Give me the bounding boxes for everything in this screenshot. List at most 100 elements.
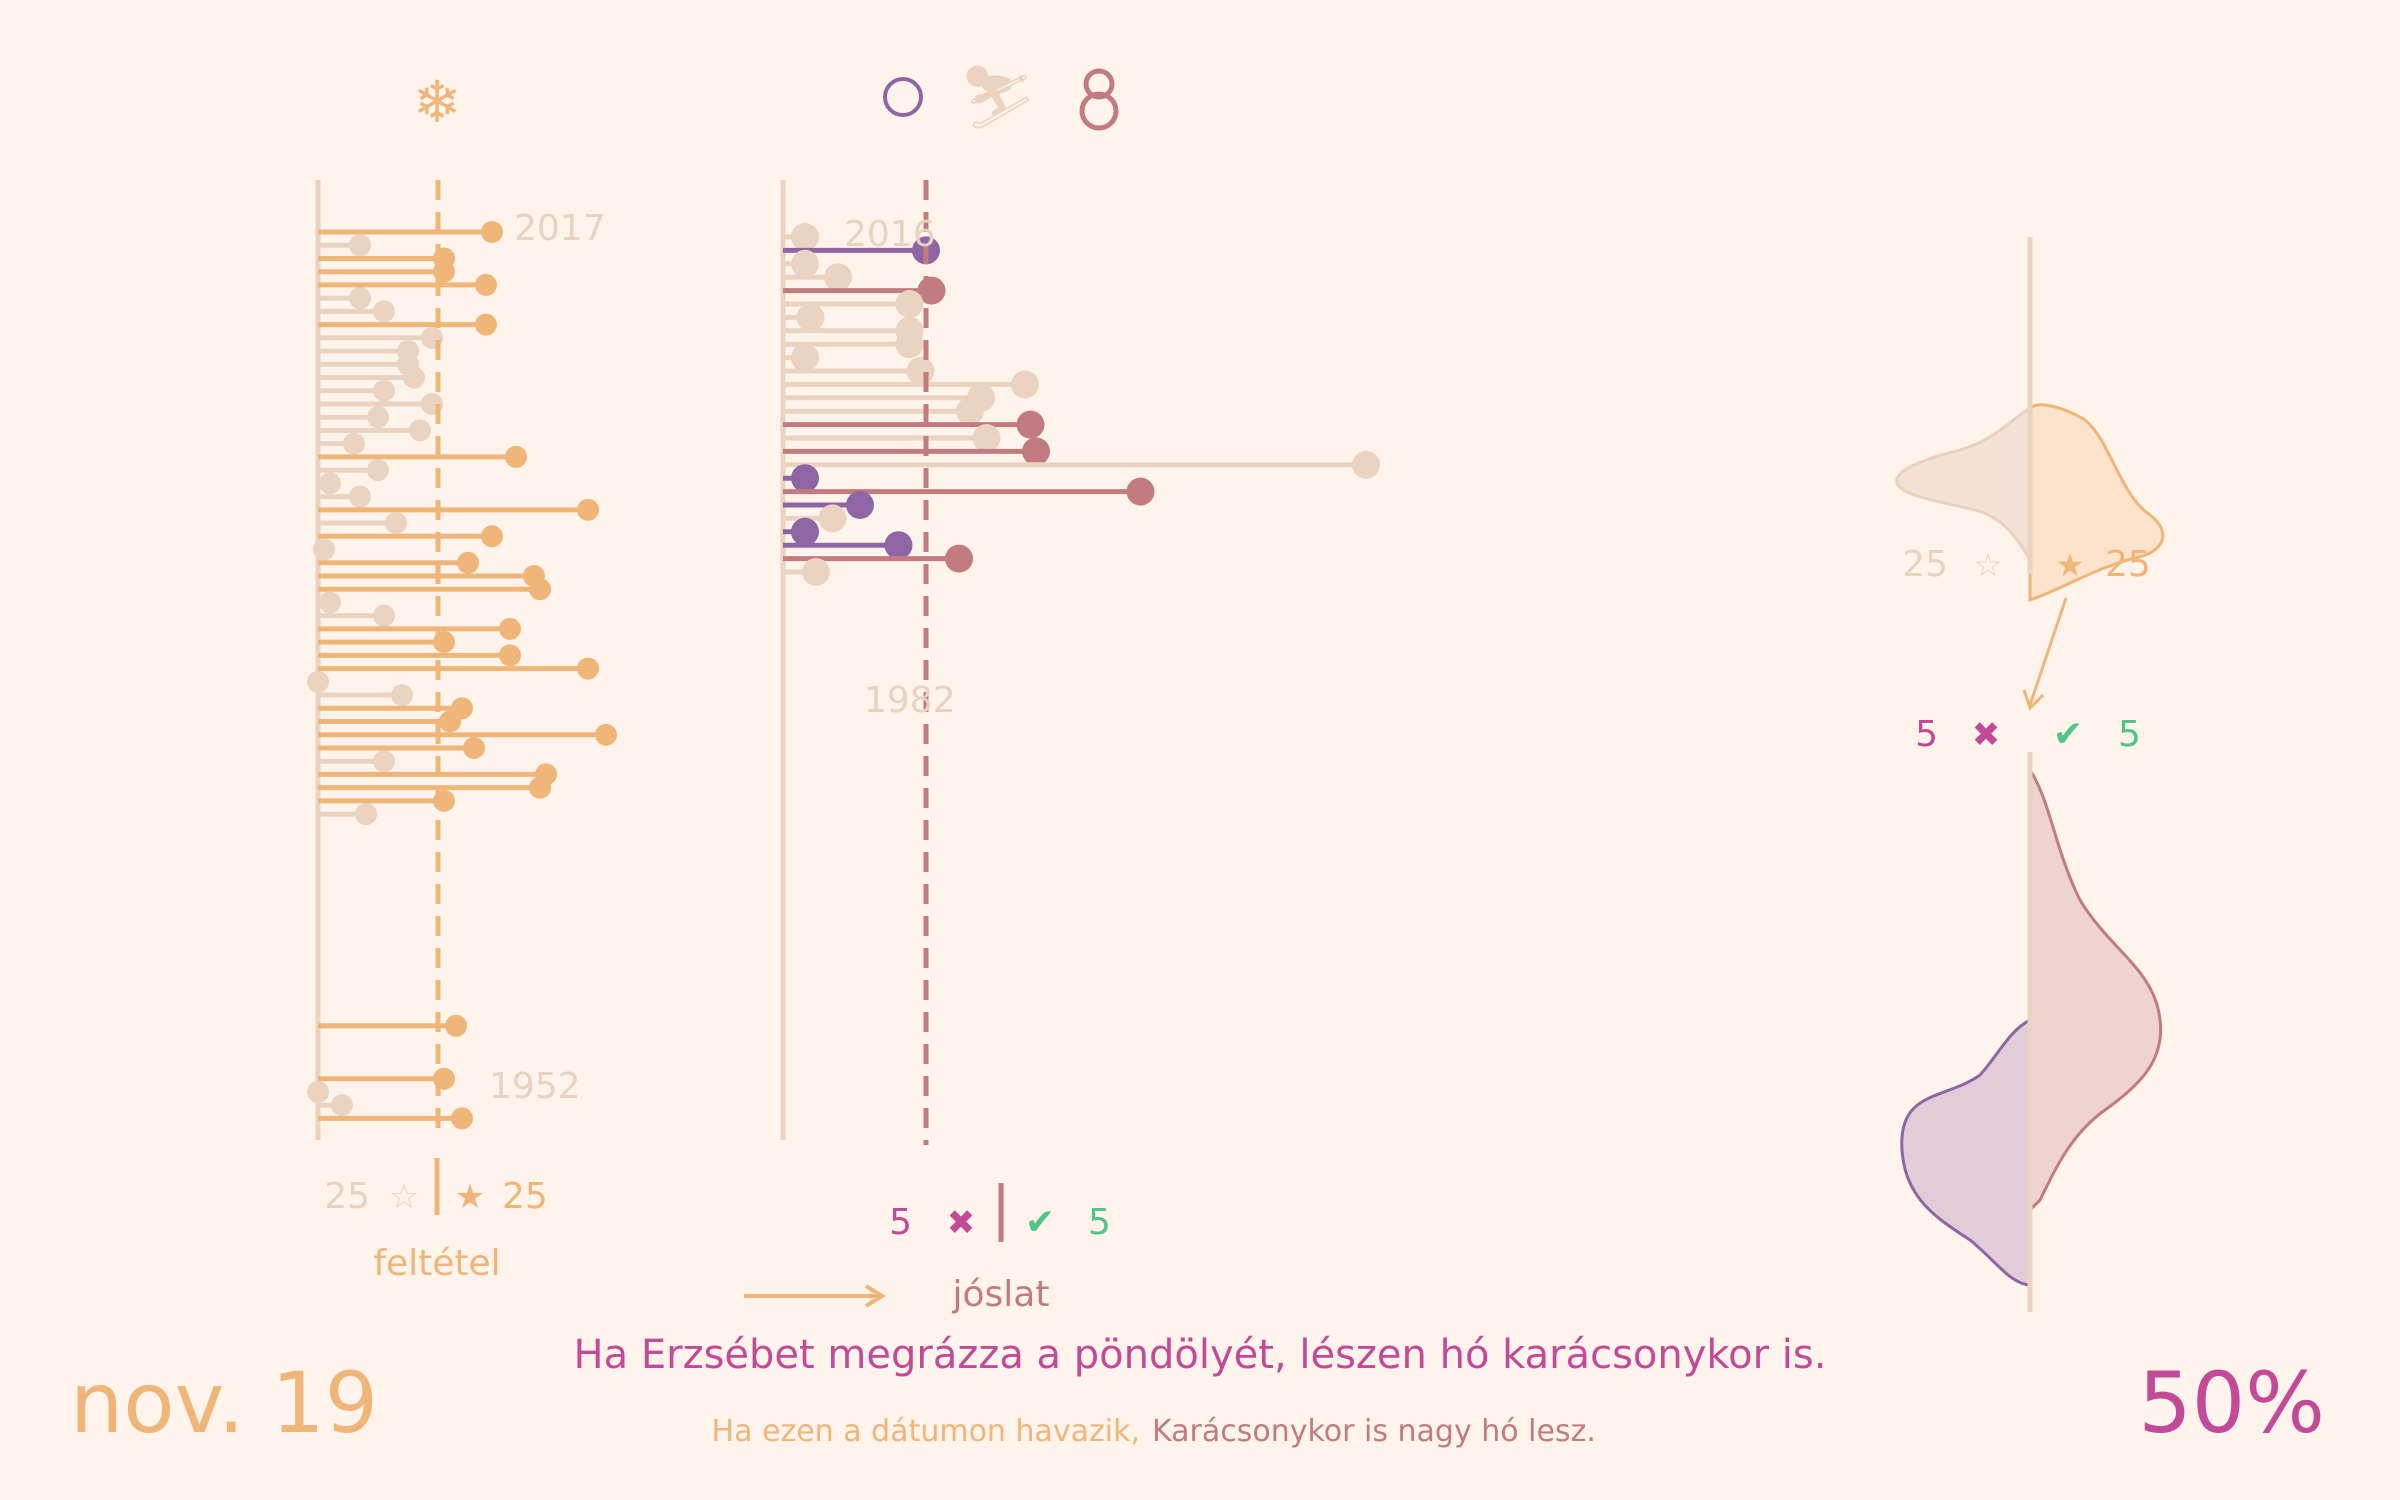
- lollipop-dot: [343, 432, 365, 455]
- circle-icon: [883, 77, 923, 117]
- empty-star-icon: ☆: [389, 1177, 419, 1217]
- lollipop-dot: [385, 512, 407, 535]
- lollipop-dot: [791, 517, 819, 546]
- lollipop-dot: [349, 485, 371, 508]
- no-snow-count: 25: [1902, 544, 1948, 585]
- no-snow-density-area: [1895, 405, 2032, 566]
- lollipop-dot: [1126, 477, 1155, 506]
- empty-star-icon: ☆: [1974, 546, 2003, 584]
- lollipop-dot: [529, 578, 551, 601]
- right-count: 5: [2118, 714, 2141, 755]
- lollipop-dot: [409, 419, 431, 442]
- filled-star-icon: ★: [455, 1177, 485, 1217]
- year-label-bottom: 1982: [864, 680, 956, 721]
- lollipop-dot: [906, 357, 935, 385]
- condition-text: Ha ezen a dátumon havazik,: [712, 1414, 1140, 1449]
- arrow-icon: [2022, 689, 2045, 711]
- snow-density-area: [2028, 403, 2165, 603]
- arrow-line: [2028, 597, 2068, 706]
- lollipop-dot: [895, 290, 924, 318]
- lollipop-dot: [373, 604, 395, 627]
- lollipop-dot: [373, 379, 395, 402]
- lollipop-dot: [796, 303, 825, 332]
- cross-icon: ✖: [1972, 715, 2001, 755]
- year-label-top: 2017: [514, 208, 606, 249]
- saying-text: Ha Erzsébet megrázza a pöndölyét, lészen…: [574, 1332, 1827, 1378]
- prediction-text: Karácsonykor is nagy hó lesz.: [1152, 1414, 1596, 1449]
- snowman-icon: [1079, 68, 1119, 131]
- check-icon: ✔: [2053, 714, 2083, 755]
- lollipop-dot: [475, 313, 497, 336]
- cross-icon: ✖: [947, 1203, 976, 1243]
- lollipop-dot: [1352, 450, 1380, 479]
- lollipop-dot: [791, 249, 819, 278]
- lollipop-dot: [802, 558, 830, 586]
- lollipop-dot: [439, 710, 461, 733]
- miss-density-area: [1900, 1017, 2032, 1287]
- lollipop-dot: [319, 472, 341, 495]
- lollipop-dot: [577, 657, 599, 680]
- lollipop-dot: [463, 736, 485, 759]
- lollipop-dot: [945, 544, 973, 573]
- percent-label: 50%: [2138, 1354, 2325, 1452]
- lollipop-dot: [355, 803, 377, 826]
- skier-icon: ⛷: [959, 60, 1038, 133]
- feltetel-chart: [307, 180, 617, 1140]
- lollipop-dot: [403, 366, 425, 389]
- feltetel-density: [1895, 237, 2165, 603]
- lollipop-dot: [367, 406, 389, 429]
- feltetel-label: feltétel: [373, 1243, 500, 1284]
- lollipop-dot: [1022, 437, 1050, 466]
- lollipop-dot: [319, 591, 341, 614]
- lollipop-dot: [445, 1014, 467, 1037]
- lollipop-dot: [499, 617, 521, 640]
- check-icon: ✔: [1025, 1202, 1055, 1243]
- lollipop-dot: [1016, 410, 1045, 439]
- filled-star-icon: ★: [2056, 546, 2085, 584]
- lollipop-dot: [895, 330, 924, 359]
- year-label-bottom: 1952: [489, 1066, 581, 1107]
- lollipop-dot: [499, 644, 521, 667]
- lollipop-dot: [313, 538, 335, 561]
- lollipop-dot: [791, 464, 819, 493]
- arrow-icon: [864, 1284, 886, 1308]
- wrong-count: 5: [889, 1202, 912, 1243]
- snowflake-icon: ❄: [413, 68, 462, 136]
- joslat-label: jóslat: [952, 1274, 1050, 1315]
- wrong-count: 5: [1915, 714, 1938, 755]
- lollipop-dot: [331, 1094, 353, 1117]
- lollipop-dot: [391, 684, 413, 707]
- lollipop-dot: [373, 300, 395, 323]
- lollipop-dot: [824, 263, 852, 292]
- lollipop-dot: [349, 287, 371, 310]
- lollipop-dot: [481, 221, 503, 243]
- lollipop-dot: [818, 504, 847, 533]
- lollipop-dot: [373, 750, 395, 773]
- lollipop-dot: [451, 1107, 473, 1130]
- lollipop-dot: [349, 234, 371, 257]
- lollipop-dot: [595, 723, 617, 746]
- date-label: nov. 19: [70, 1354, 378, 1452]
- lollipop-dot: [505, 445, 527, 468]
- lollipop-dot: [367, 459, 389, 482]
- lollipop-dot: [972, 424, 1001, 452]
- lollipop-dot: [307, 1080, 329, 1103]
- lollipop-dot: [307, 670, 329, 693]
- lollipop-dot: [529, 776, 551, 799]
- joslat-density: [1900, 752, 2163, 1312]
- lollipop-dot: [481, 525, 503, 548]
- snow-count: 25: [2105, 544, 2151, 585]
- lollipop-dot: [475, 273, 497, 296]
- lollipop-dot: [457, 551, 479, 574]
- joslat-chart: [780, 180, 1380, 1145]
- lollipop-dot: [577, 498, 599, 521]
- no-snow-count: 25: [324, 1176, 370, 1217]
- lollipop-dot: [956, 397, 984, 426]
- lollipop-dot: [791, 343, 819, 372]
- year-label-top: 2016: [844, 214, 936, 255]
- lollipop-dot: [884, 531, 913, 560]
- hit-density-area: [2028, 765, 2163, 1214]
- lollipop-dot: [1011, 370, 1039, 399]
- snow-count: 25: [502, 1176, 548, 1217]
